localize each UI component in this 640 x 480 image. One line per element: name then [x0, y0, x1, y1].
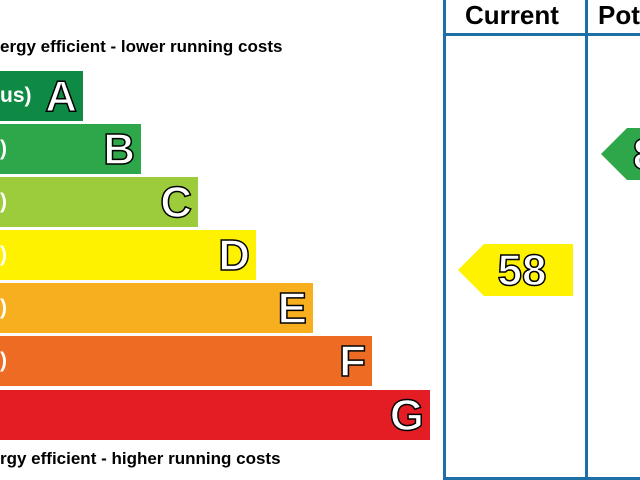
band-letter: G	[389, 390, 425, 441]
band-range: )	[0, 137, 7, 160]
rating-arrow-shape	[601, 128, 640, 180]
band-letter: F	[338, 336, 366, 387]
current-column-header: Current	[465, 0, 559, 30]
band-a: us) A	[0, 71, 83, 122]
band-range: )	[0, 190, 7, 213]
band-range: )	[0, 243, 7, 266]
bottom-border	[443, 477, 640, 480]
band-f: ) F	[0, 336, 372, 387]
band-range: )	[0, 349, 7, 372]
current-column-left-border	[443, 0, 446, 480]
band-letter: B	[102, 124, 135, 175]
band-e: ) E	[0, 283, 313, 334]
band-letter: A	[44, 71, 77, 122]
potential-rating-arrow: 8	[601, 128, 640, 180]
band-letter: D	[217, 230, 250, 281]
band-c: ) C	[0, 177, 198, 228]
potential-column-header: Pot	[598, 0, 640, 30]
band-range: us)	[0, 84, 32, 107]
header-divider	[443, 33, 640, 36]
current-rating-arrow: 58	[458, 244, 573, 296]
rating-arrow-shape	[458, 244, 573, 296]
band-d: ) D	[0, 230, 256, 281]
current-column-right-border	[585, 0, 588, 480]
band-range: )	[0, 296, 7, 319]
rating-value: 8	[633, 130, 640, 179]
efficient-caption: ergy efficient - lower running costs	[0, 37, 283, 56]
band-letter: C	[159, 177, 192, 228]
inefficient-caption: rgy efficient - higher running costs	[0, 449, 281, 468]
band-g: G	[0, 390, 430, 441]
rating-value: 58	[498, 246, 547, 295]
band-letter: E	[277, 283, 308, 334]
band-b: ) B	[0, 124, 141, 175]
